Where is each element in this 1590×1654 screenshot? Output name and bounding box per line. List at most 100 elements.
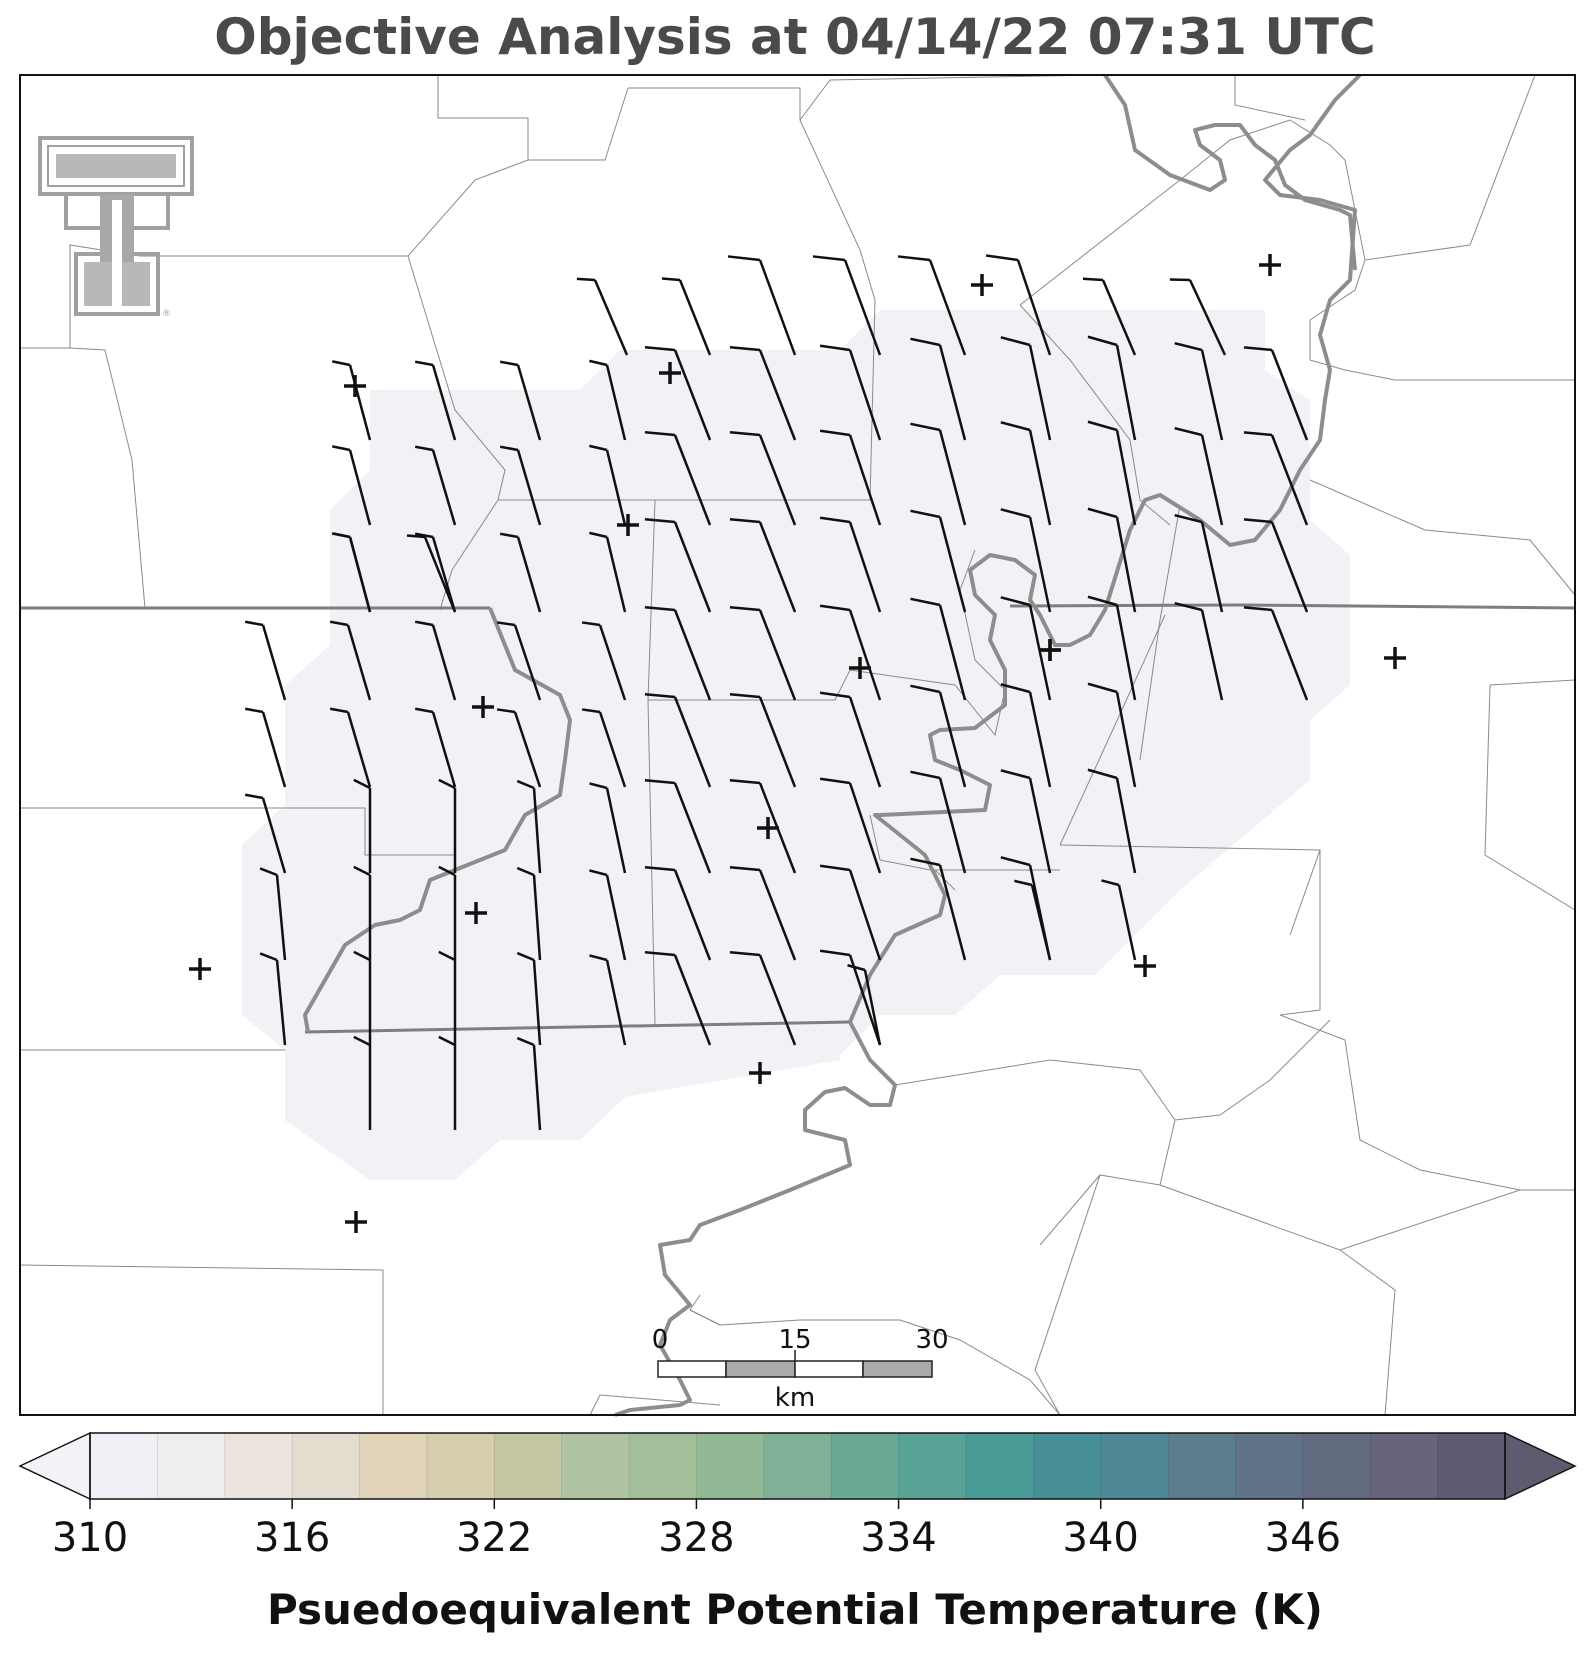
wind-barb	[516, 779, 542, 874]
wind-barb	[414, 360, 457, 441]
colorbar-tick-label: 340	[1063, 1515, 1139, 1561]
wind-barb	[499, 445, 542, 526]
wind-barb	[496, 708, 542, 788]
observation-site-marker	[1384, 647, 1406, 669]
colorbar-bin	[1302, 1432, 1372, 1500]
wind-barb	[259, 952, 287, 1046]
colorbar-tick-label: 310	[52, 1515, 128, 1561]
wind-barb	[644, 430, 712, 526]
wind-barb	[516, 866, 542, 961]
wind-barb	[589, 954, 627, 1046]
wind-barb	[438, 778, 457, 873]
wind-barb	[1174, 426, 1224, 526]
colorbar-bin	[898, 1432, 967, 1500]
observation-site-marker	[1039, 639, 1061, 661]
wind-barb	[353, 778, 372, 873]
wind-barb	[729, 692, 797, 788]
wind-barb	[847, 964, 882, 1046]
wind-barb	[589, 869, 627, 961]
wind-barb	[353, 865, 372, 960]
wind-barb	[819, 516, 882, 613]
wind-barb	[1174, 601, 1224, 701]
wind-barb	[496, 621, 542, 701]
colorbar-ticks: 310 316 322 328 334 340 346	[52, 1499, 1341, 1561]
wind-barb	[1014, 879, 1052, 961]
wind-barb	[661, 277, 712, 356]
wind-barb	[581, 621, 627, 701]
wind-barb	[644, 517, 712, 613]
colorbar-bins	[89, 1432, 1506, 1500]
wind-barb	[332, 360, 372, 441]
wind-barb	[438, 865, 457, 960]
state-boundaries	[20, 603, 1576, 1034]
colorbar-under-arrow	[18, 1431, 91, 1501]
wind-barb	[332, 532, 372, 613]
wind-barb	[729, 950, 797, 1046]
wind-barb	[910, 857, 967, 961]
wind-barb	[910, 422, 967, 526]
texas-tech-double-t-logo: ®	[38, 136, 194, 319]
wind-barb	[910, 509, 967, 613]
wind-barb	[910, 684, 967, 788]
wind-barb	[406, 534, 457, 613]
wind-barb	[1174, 341, 1224, 441]
wind-barb	[329, 620, 372, 701]
observation-site-marker	[189, 958, 211, 980]
colorbar-bin	[628, 1432, 698, 1500]
wind-barb	[644, 865, 712, 961]
observation-site-marker	[465, 902, 487, 924]
wind-barb	[644, 345, 712, 441]
scale-bar: 0 15 30 km	[652, 1325, 949, 1413]
scale-label-30: 30	[915, 1325, 948, 1355]
wind-barb	[581, 708, 627, 788]
wind-barb	[332, 445, 372, 526]
wind-barb	[244, 620, 287, 701]
observation-site-marker	[659, 362, 681, 384]
colorbar-bin	[1167, 1432, 1237, 1500]
colorbar-bin	[1033, 1432, 1102, 1500]
wind-barb	[644, 950, 712, 1046]
observation-site-marker	[749, 1062, 771, 1084]
wind-barb	[1243, 518, 1309, 613]
wind-barb	[1000, 336, 1052, 441]
wind-barb	[1243, 346, 1309, 441]
wind-barb	[1087, 335, 1137, 441]
wind-barb	[516, 951, 542, 1046]
wind-barb	[1087, 768, 1137, 874]
colorbar-bin	[1369, 1432, 1439, 1500]
wind-barb	[910, 770, 967, 874]
colorbar-label: Psuedoequivalent Potential Temperature (…	[267, 1585, 1323, 1634]
observation-site-marker	[849, 657, 871, 679]
wind-barb	[819, 864, 882, 961]
wind-barb	[819, 691, 882, 788]
wind-barb	[1101, 879, 1137, 961]
map-title: Objective Analysis at 04/14/22 07:31 UTC	[214, 8, 1376, 66]
observation-site-marker	[345, 1211, 367, 1233]
wind-barb	[516, 1036, 542, 1131]
colorbar-tick-label: 322	[456, 1515, 532, 1561]
wind-barb	[589, 359, 627, 441]
wind-barb	[644, 692, 712, 788]
colorbar-bin	[224, 1432, 293, 1500]
wind-barb	[438, 950, 457, 1045]
map-frame	[19, 74, 1576, 1416]
scale-label-15: 15	[778, 1325, 811, 1355]
wind-barb	[1087, 595, 1137, 701]
colorbar-bin	[696, 1432, 765, 1500]
wind-barb	[576, 277, 629, 356]
wind-barb	[819, 949, 882, 1046]
wind-barb	[729, 865, 797, 961]
colorbar-bin	[426, 1432, 496, 1500]
wind-barb	[414, 620, 457, 701]
wind-barb	[819, 429, 882, 526]
wind-barb	[1243, 431, 1309, 526]
colorbar-bin	[493, 1432, 563, 1500]
colorbar-over-arrow	[1504, 1431, 1577, 1501]
wind-barb	[729, 430, 797, 526]
wind-barb	[729, 517, 797, 613]
colorbar-bin	[1235, 1432, 1304, 1500]
wind-barb	[819, 344, 882, 441]
colorbar-bin	[89, 1432, 159, 1500]
colorbar-bin	[291, 1432, 361, 1500]
